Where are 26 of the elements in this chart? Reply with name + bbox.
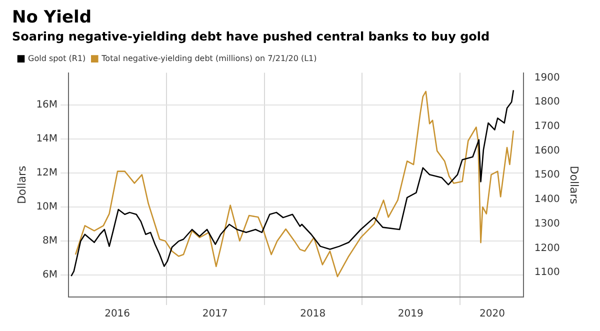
y2-tick-label: 1600 [534, 145, 560, 156]
y2-tick-label: 1700 [534, 121, 560, 132]
y-tick-label: 8M [42, 236, 58, 247]
y-tick-label: 16M [36, 100, 58, 111]
y2-tick-label: 1800 [534, 96, 560, 108]
y-tick-label: 14M [36, 134, 58, 145]
y2-tick-label: 1900 [534, 72, 560, 84]
chart-title: No Yield [12, 8, 92, 28]
y-axis-title: Dollars [15, 165, 28, 204]
x-tick-label: 2017 [202, 308, 228, 320]
y-tick-label: 10M [36, 202, 58, 213]
x-tick-label: 2018 [300, 308, 326, 320]
legend-label: Total negative-yielding debt (millions) on 7/21/20 (L1) [100, 54, 317, 63]
y2-tick-label: 1400 [534, 194, 560, 206]
y2-tick-label: 1100 [534, 267, 560, 278]
y2-tick-label: 1500 [534, 170, 560, 181]
y2-axis-title: Dollars [568, 166, 581, 204]
legend-label: Gold spot (R1) [28, 54, 86, 63]
y-tick-label: 6M [42, 270, 58, 281]
y-tick-label: 12M [36, 168, 58, 179]
x-tick-label: 2016 [104, 308, 130, 320]
x-tick-label: 2020 [480, 308, 506, 320]
x-tick-label: 2019 [398, 308, 424, 320]
y2-tick-label: 1300 [534, 218, 560, 230]
y2-tick-label: 1200 [534, 242, 560, 254]
chart-subtitle: Soaring negative-yielding debt have pushed central banks to buy gold [12, 30, 490, 44]
